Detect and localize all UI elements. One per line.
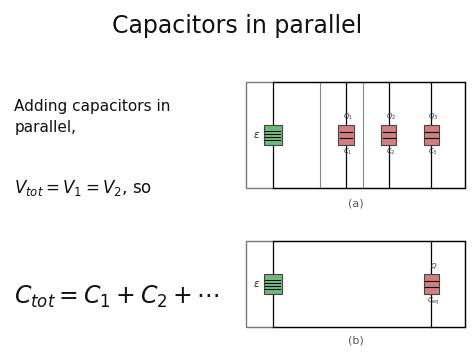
- Text: Capacitors in parallel: Capacitors in parallel: [112, 14, 362, 38]
- FancyBboxPatch shape: [424, 125, 439, 145]
- Bar: [246, 82, 465, 188]
- Text: $C_2$: $C_2$: [386, 146, 395, 157]
- Text: $Q_3$: $Q_3$: [428, 112, 438, 122]
- Text: $V_{tot} = V_1 = V_2$, so: $V_{tot} = V_1 = V_2$, so: [14, 178, 152, 197]
- Text: $\varepsilon$: $\varepsilon$: [253, 279, 260, 289]
- FancyBboxPatch shape: [381, 125, 396, 145]
- Bar: [246, 241, 465, 327]
- Text: $C_3$: $C_3$: [428, 146, 438, 157]
- FancyBboxPatch shape: [424, 274, 439, 294]
- Text: $C_1$: $C_1$: [343, 146, 353, 157]
- Text: $C_{tot} = C_1 + C_2 + \cdots$: $C_{tot} = C_1 + C_2 + \cdots$: [14, 284, 220, 310]
- Text: $C_{eq}$: $C_{eq}$: [427, 295, 440, 307]
- Text: $\varepsilon$: $\varepsilon$: [253, 130, 260, 140]
- Text: $Q_2$: $Q_2$: [385, 112, 396, 122]
- Text: Adding capacitors in
parallel,: Adding capacitors in parallel,: [14, 99, 171, 135]
- Text: (a): (a): [348, 199, 363, 209]
- FancyBboxPatch shape: [264, 125, 282, 145]
- FancyBboxPatch shape: [264, 274, 282, 294]
- Text: $Q_1$: $Q_1$: [343, 112, 353, 122]
- FancyBboxPatch shape: [338, 125, 354, 145]
- Text: (b): (b): [347, 335, 364, 345]
- Text: $Q$: $Q$: [429, 261, 437, 271]
